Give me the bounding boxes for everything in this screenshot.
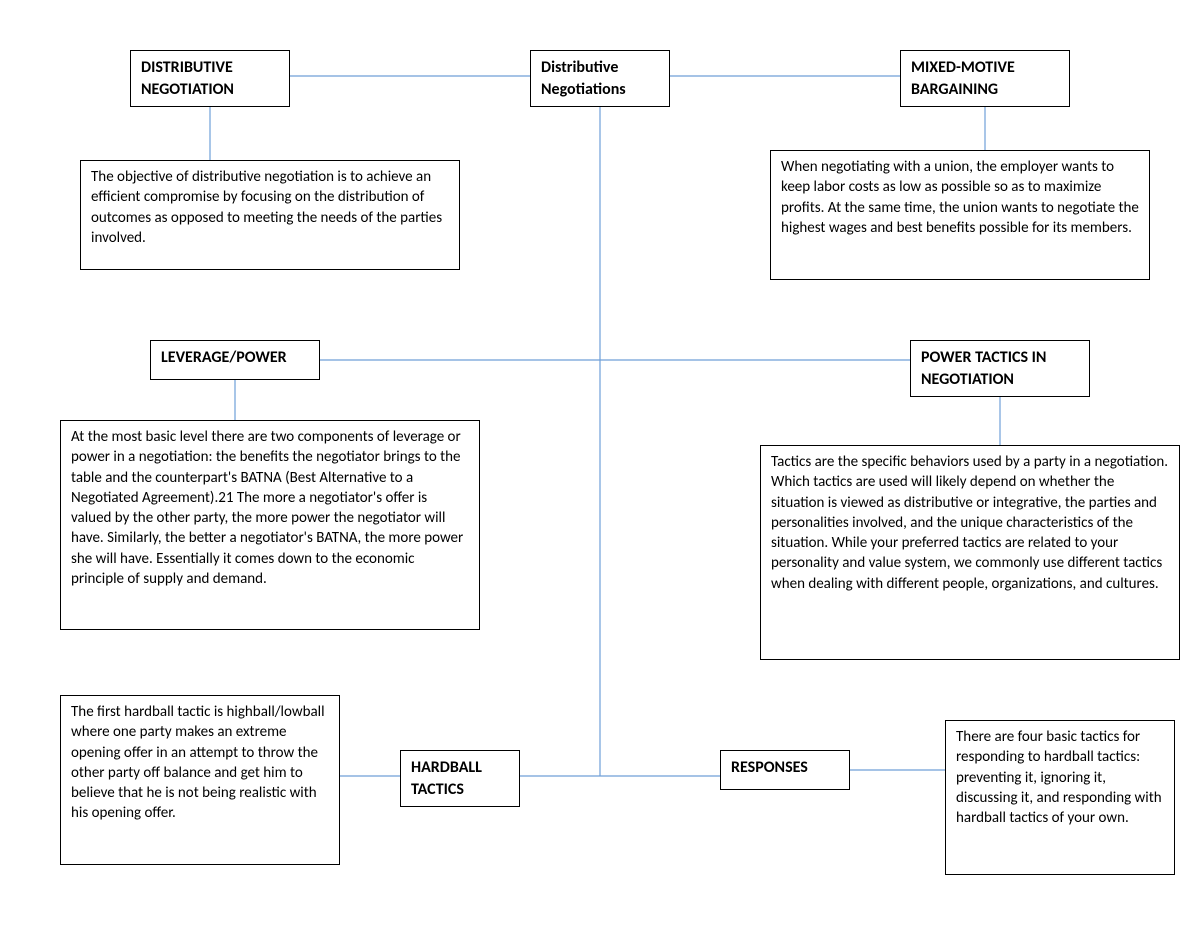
node-hardball-body: The first hardball tactic is highball/lo… [60,695,340,865]
node-responses-body: There are four basic tactics for respond… [945,720,1175,875]
node-center-title: Distributive Negotiations [530,50,670,107]
node-hardball-title: HARDBALL TACTICS [400,750,520,807]
node-power-tactics-body: Tactics are the specific behaviors used … [760,445,1180,660]
node-power-tactics-title: POWER TACTICS IN NEGOTIATION [910,340,1090,397]
diagram-canvas: Distributive Negotiations DISTRIBUTIVE N… [0,0,1200,927]
node-responses-title: RESPONSES [720,750,850,790]
node-distributive-negotiation-title: DISTRIBUTIVE NEGOTIATION [130,50,290,107]
node-leverage-body: At the most basic level there are two co… [60,420,480,630]
node-leverage-title: LEVERAGE/POWER [150,340,320,380]
node-mixed-motive-body: When negotiating with a union, the emplo… [770,150,1150,280]
node-distributive-negotiation-body: The objective of distributive negotiatio… [80,160,460,270]
node-mixed-motive-title: MIXED-MOTIVE BARGAINING [900,50,1070,107]
